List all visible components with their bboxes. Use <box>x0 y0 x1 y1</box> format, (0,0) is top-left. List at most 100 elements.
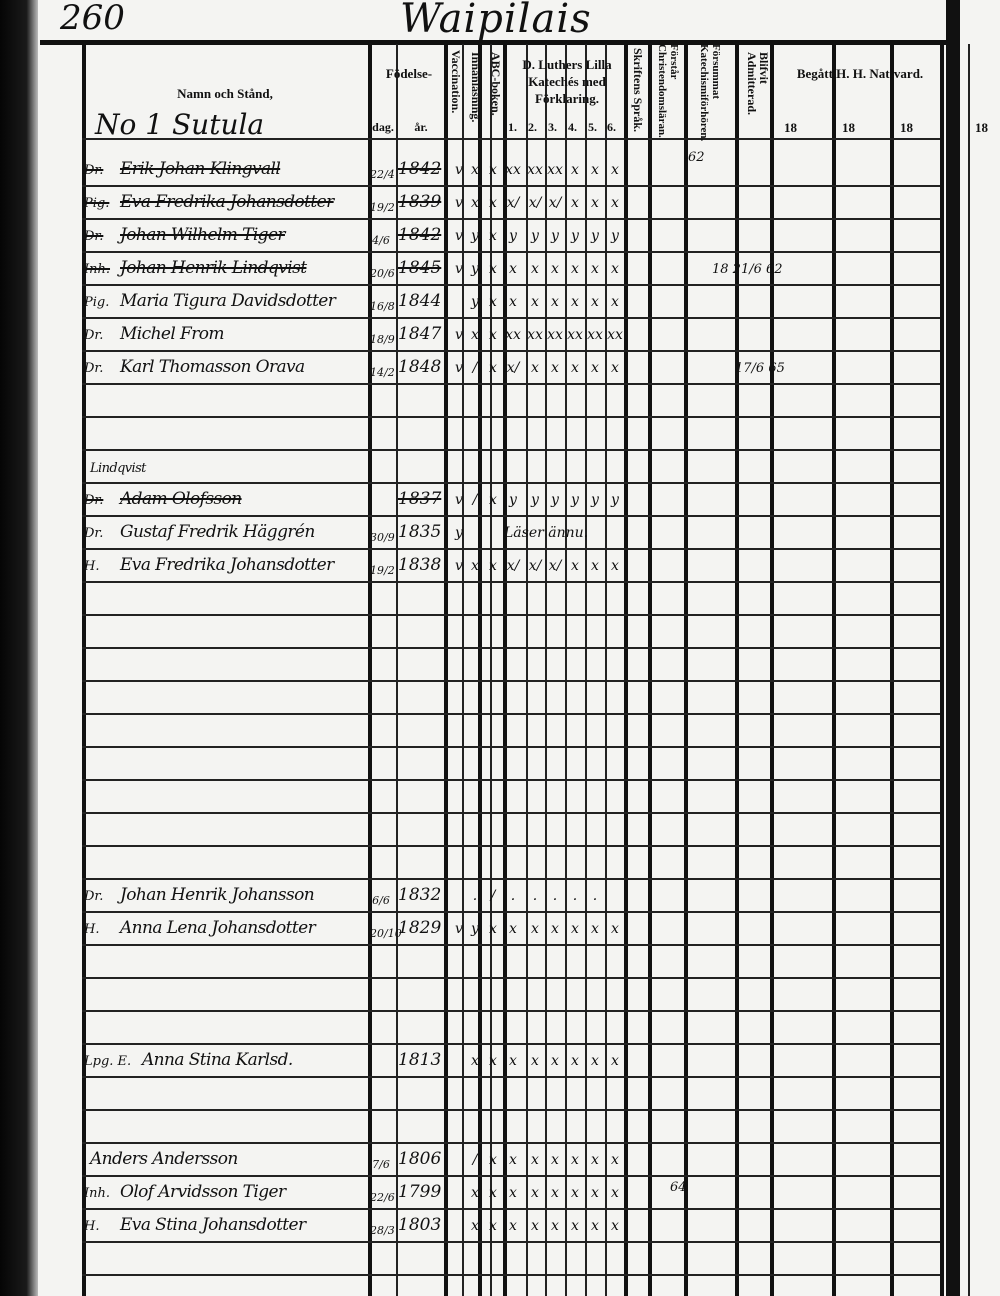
entry-mark: y <box>591 492 599 508</box>
register-entry: Dr. Karl Thomasson Orava 14/2 1848 v / x x/x x x x… <box>60 347 960 380</box>
entry-title: Pig. <box>84 196 110 211</box>
year-col-2: 18 <box>842 120 855 135</box>
entry-mark: x <box>571 1152 579 1168</box>
entry-mark: / <box>490 888 496 904</box>
entry-mark: . <box>532 888 538 904</box>
entry-mark: x <box>611 1185 619 1201</box>
entry-mark: x <box>471 162 479 178</box>
row-rule <box>82 482 940 484</box>
entry-mark: x <box>571 558 579 574</box>
entry-title: Dr. <box>84 328 104 343</box>
entry-birth-year: 1845 <box>398 258 442 278</box>
column-rule <box>396 44 398 1296</box>
entry-title: Dr. <box>84 229 104 244</box>
row-rule <box>82 218 940 220</box>
header-admit: Blifvit Admitterad. <box>745 52 771 115</box>
entry-mark: y <box>551 492 559 508</box>
luther-col-5: 5. <box>588 120 597 134</box>
entry-mark: y <box>471 228 479 244</box>
entry-name: Maria Tigura Davidsdotter <box>120 291 336 311</box>
entry-title: Inh. <box>84 262 111 277</box>
entry-birth-year: 1842 <box>398 159 442 179</box>
column-rule <box>490 44 492 1296</box>
entry-title: Dr. <box>84 526 104 541</box>
entry-birth-year: 1829 <box>398 918 442 938</box>
entry-mark: . <box>572 888 578 904</box>
page-gutter <box>946 0 960 1296</box>
entry-mark: x <box>471 195 479 211</box>
row-rule <box>82 581 940 583</box>
entry-mark: x <box>551 360 559 376</box>
entry-mark: x <box>551 1218 559 1234</box>
entry-mark: y <box>531 228 539 244</box>
entry-mark: x <box>551 1152 559 1168</box>
entry-mark: v <box>455 195 463 211</box>
row-rule <box>82 1274 940 1276</box>
entry-mark: x <box>611 261 619 277</box>
entry-mark: xx <box>527 327 543 343</box>
luther-col-1: 1. <box>508 120 517 134</box>
entry-mark: x <box>611 360 619 376</box>
entry-mark: y <box>509 492 517 508</box>
entry-name: Gustaf Fredrik Häggrén <box>120 522 315 542</box>
entry-mark: x <box>509 921 517 937</box>
entry-mark: x <box>489 1218 497 1234</box>
entry-mark: x <box>611 921 619 937</box>
entry-mark: xx <box>607 327 623 343</box>
entry-mark: x <box>591 921 599 937</box>
entry-mark: x <box>571 294 579 310</box>
entry-name: Johan Henrik Lindqvist <box>120 258 307 278</box>
entry-title: H. <box>84 1219 100 1234</box>
register-entry: Pig. Maria Tigura Davidsdotter 16/8 1844 y x x… <box>60 281 960 314</box>
entry-mark: x <box>489 294 497 310</box>
column-rule <box>735 44 739 1296</box>
header-innanlasning: Innanläsning. <box>469 52 483 123</box>
entry-mark: x <box>571 1053 579 1069</box>
luther-col-2: 2. <box>528 120 537 134</box>
entry-mark: x <box>489 327 497 343</box>
entry-title: H. <box>84 559 100 574</box>
entry-mark: / <box>472 360 478 376</box>
entry-mark: xx <box>587 327 603 343</box>
entry-mark: xx <box>567 327 583 343</box>
row-rule <box>82 614 940 616</box>
entry-mark: . <box>552 888 558 904</box>
column-rule <box>648 44 652 1296</box>
register-entry: Inh. Olof Arvidsson Tiger 22/6 1799 x x x x x x x x… <box>60 1172 960 1205</box>
entry-name: Johan Wilhelm Tiger <box>120 225 286 245</box>
entry-mark: x/ <box>528 558 542 574</box>
entry-name: Lindqvist <box>90 461 146 476</box>
entry-mark: x <box>571 921 579 937</box>
entry-mark: x <box>489 195 497 211</box>
entry-mark: x <box>489 228 497 244</box>
entry-birth-year: 1838 <box>398 555 442 575</box>
entry-mark: x <box>571 195 579 211</box>
entry-mark: y <box>455 525 463 541</box>
entry-mark: x <box>471 1218 479 1234</box>
entry-birth-day: 6/6 <box>372 894 390 907</box>
column-rule <box>545 44 547 1296</box>
entry-title: Inh. <box>84 1186 111 1201</box>
entry-mark: . <box>472 888 478 904</box>
column-rule <box>444 44 448 1296</box>
row-rule <box>82 185 940 187</box>
entry-mark: x <box>471 327 479 343</box>
register-entry: H. Eva Fredrika Johansdotter 19/2 1838 v x x x/… <box>60 545 960 578</box>
entry-name: Erik Johan Klingvall <box>120 159 281 179</box>
entry-mark: x <box>489 162 497 178</box>
row-rule <box>82 251 940 253</box>
entry-mark: x <box>611 558 619 574</box>
entry-title: Pig. <box>84 295 110 310</box>
entry-mark: x <box>471 1053 479 1069</box>
entry-mark: x <box>489 261 497 277</box>
entry-name: Karl Thomasson Orava <box>120 357 305 377</box>
entry-mark: x <box>611 162 619 178</box>
entry-mark: x <box>571 1218 579 1234</box>
entry-mark: x <box>509 1053 517 1069</box>
entry-mark: x/ <box>548 195 562 211</box>
entry-mark: y <box>571 228 579 244</box>
entry-mark: x <box>489 921 497 937</box>
entry-name: Anna Stina Karlsd. <box>142 1050 293 1070</box>
entry-mark: x <box>509 1185 517 1201</box>
entry-title: H. <box>84 922 100 937</box>
